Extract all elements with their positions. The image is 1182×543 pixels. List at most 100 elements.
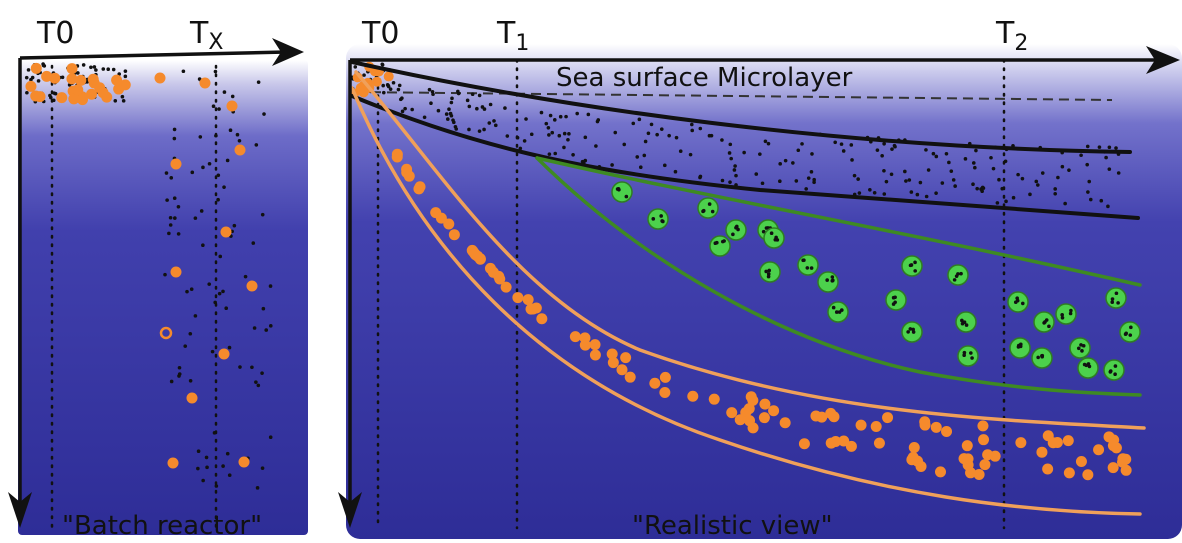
black-dot	[594, 144, 598, 148]
black-dot	[963, 157, 968, 161]
black-dot	[547, 152, 552, 156]
black-dot	[176, 204, 181, 209]
black-dot	[449, 100, 454, 105]
realistic-view-water	[346, 44, 1182, 539]
orange-dot	[383, 71, 394, 82]
black-dot	[176, 232, 181, 236]
black-dot	[909, 190, 914, 194]
orange-dot	[607, 357, 619, 369]
orange-dot	[965, 467, 977, 479]
aggregate-inclusion	[769, 231, 774, 235]
black-dot	[264, 328, 269, 332]
black-dot	[850, 158, 854, 162]
black-dot	[934, 191, 938, 195]
black-dot	[1116, 171, 1121, 175]
orange-dot	[649, 377, 661, 389]
aggregate-inclusion	[1113, 372, 1117, 377]
black-dot	[487, 121, 492, 125]
black-dot	[522, 139, 527, 143]
black-dot	[678, 149, 683, 154]
aggregate-inclusion	[660, 219, 664, 223]
orange-dot	[958, 453, 970, 465]
black-dot	[558, 114, 563, 119]
black-dot	[225, 158, 230, 163]
aggregate-inclusion	[1080, 349, 1084, 353]
black-dot	[1085, 162, 1090, 167]
orange-dot	[66, 63, 78, 75]
aggregate-inclusion	[1129, 325, 1133, 330]
orange-dot	[56, 92, 68, 104]
black-dot	[89, 65, 93, 70]
black-dot	[796, 148, 801, 153]
black-dot	[586, 112, 591, 117]
aggregate-inclusion	[840, 308, 844, 312]
black-dot	[397, 83, 402, 88]
black-dot	[391, 80, 396, 85]
aggregate-inclusion	[1114, 291, 1119, 296]
aggregate-inclusion	[969, 351, 973, 355]
black-dot	[833, 140, 837, 145]
orange-dot	[403, 170, 415, 182]
black-dot	[728, 142, 733, 147]
orange-ring	[159, 326, 173, 340]
aggregate-inclusion	[909, 263, 914, 267]
black-dot	[262, 112, 266, 116]
black-dot	[193, 314, 198, 318]
aggregate-inclusion	[962, 350, 967, 355]
black-dot	[812, 180, 816, 185]
black-dot	[255, 486, 260, 490]
black-dot	[493, 123, 498, 128]
aggregate-inclusion	[766, 274, 771, 279]
black-dot	[991, 166, 996, 171]
aggregate-inclusion	[954, 274, 959, 278]
batch-time-arrowhead	[272, 38, 304, 66]
black-dot	[728, 180, 732, 184]
orange-dot	[119, 79, 131, 91]
aggregate-inclusion	[970, 356, 974, 360]
aggregate-inclusion	[1116, 301, 1120, 305]
orange-dot	[1093, 444, 1105, 456]
black-dot	[252, 326, 257, 330]
microlayer-boundary	[354, 91, 1113, 101]
green-aggregate	[697, 197, 719, 219]
black-dot	[553, 151, 558, 156]
black-dot	[539, 110, 544, 115]
orange-dot	[1075, 455, 1087, 467]
black-dot	[81, 63, 86, 67]
orange-dot	[1108, 434, 1120, 446]
black-dot	[544, 121, 549, 126]
aggregate-body	[957, 345, 979, 367]
orange-dot	[1082, 469, 1094, 481]
black-dot	[228, 128, 233, 133]
aggregate-body	[885, 289, 907, 311]
batch-reactor-axes	[8, 38, 304, 528]
black-dot	[524, 117, 528, 121]
aggregate-inclusion	[893, 295, 897, 300]
black-dot	[646, 131, 651, 136]
black-dot	[482, 127, 486, 132]
black-dot	[188, 331, 193, 336]
black-dot	[907, 178, 912, 182]
aggregate-inclusion	[952, 278, 957, 282]
black-dot	[546, 125, 551, 130]
orange-dot	[522, 294, 534, 306]
black-dot	[201, 478, 205, 483]
green-aggregate	[709, 235, 731, 257]
realistic-depth-arrowhead	[338, 492, 362, 528]
black-dot	[227, 345, 232, 350]
black-dot	[1020, 176, 1025, 181]
green-aggregate	[1077, 357, 1099, 379]
black-dot	[690, 128, 695, 133]
black-dot	[177, 372, 182, 376]
green-aggregate	[1055, 303, 1077, 325]
black-dot	[674, 135, 679, 140]
black-dot	[172, 196, 177, 201]
orange-dot	[448, 229, 460, 241]
orange-dot	[1036, 446, 1048, 458]
black-dot	[268, 284, 273, 288]
orange-dot	[845, 440, 857, 452]
aggregate-body	[797, 254, 819, 276]
black-dot	[51, 98, 56, 103]
aggregate-inclusion	[1069, 308, 1073, 313]
black-dot	[396, 87, 401, 92]
